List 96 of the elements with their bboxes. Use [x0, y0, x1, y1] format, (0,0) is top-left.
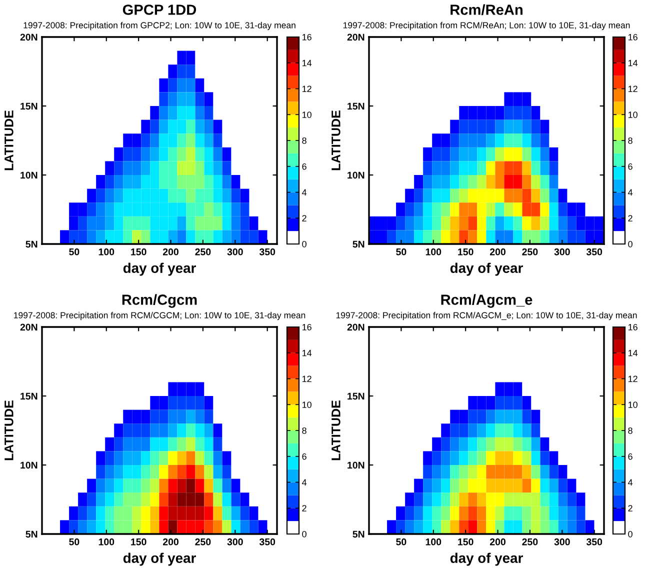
y-axis-title: LATITUDE [332, 110, 340, 170]
x-tick-label: 50 [69, 538, 80, 546]
color-bar-label: 14 [302, 60, 312, 66]
color-bar-label: 2 [628, 505, 632, 512]
color-bar-label: 8 [302, 427, 306, 434]
color-bar-label: 8 [628, 427, 632, 434]
color-bar-label: 2 [302, 505, 306, 512]
x-tick-label: 250 [522, 248, 538, 256]
x-tick-label: 300 [227, 538, 243, 546]
x-tick-label: 100 [98, 538, 114, 546]
y-tick-label: 20N [347, 324, 364, 331]
x-tick-label: 150 [131, 538, 146, 546]
color-bar-label: 12 [628, 376, 638, 382]
color-bar-label: 14 [302, 350, 312, 356]
color-bar-label: 10 [628, 402, 638, 408]
color-bar-label: 4 [628, 189, 633, 196]
color-bar-label: 6 [628, 163, 632, 170]
y-tick-label: 5N [26, 240, 38, 248]
x-axis-title: day of year [123, 552, 196, 566]
color-bar-label: 2 [628, 215, 632, 222]
chart-subtitle: 1997-2008: Precipitation from RCM/AGCM_e; Lon: 10W to 10E, 31-day mean [336, 312, 637, 320]
color-bar-label: 8 [302, 137, 306, 144]
x-tick-label: 150 [458, 538, 474, 546]
color-bar-label: 0 [628, 240, 632, 248]
chart-title: Rcm/Cgcm [122, 294, 197, 308]
color-bar-label: 16 [628, 324, 638, 330]
x-tick-label: 300 [554, 248, 570, 256]
x-axis-title: day of year [123, 262, 196, 276]
color-bar-label: 10 [302, 112, 312, 118]
y-tick-label: 20N [347, 34, 364, 41]
color-bar-label: 0 [302, 240, 306, 248]
x-tick-label: 50 [396, 248, 406, 256]
x-tick-label: 200 [162, 538, 178, 546]
color-bar-label: 4 [628, 479, 633, 486]
chart-title: GPCP 1DD [122, 4, 196, 15]
x-tick-label: 350 [259, 538, 276, 546]
color-bar-label: 12 [302, 376, 312, 382]
color-bar-label: 16 [628, 34, 638, 40]
chart-title: Rcm/ReAn [450, 4, 522, 16]
color-bar-label: 0 [302, 530, 306, 538]
y-tick-label: 5N [26, 530, 38, 538]
y-tick-label: 10N [348, 462, 364, 469]
chart-subtitle: 1997-2008: Precipitation from GPCP2; Lon: 10W to 10E, 31-day mean [24, 22, 296, 30]
color-bar-label: 6 [628, 453, 632, 460]
y-tick-label: 10N [20, 462, 38, 469]
x-tick-label: 200 [162, 248, 178, 256]
color-bar-label: 14 [628, 60, 638, 66]
color-bar-label: 12 [628, 86, 638, 92]
x-tick-label: 100 [98, 248, 114, 256]
color-bar-label: 10 [628, 112, 638, 118]
color-bar-label: 14 [628, 350, 638, 356]
x-tick-label: 150 [458, 248, 474, 256]
color-bar-label: 4 [302, 479, 307, 486]
color-bar-label: 12 [302, 86, 312, 92]
color-bar-label: 8 [628, 137, 632, 144]
x-tick-label: 50 [69, 248, 80, 256]
x-axis-title: day of year [450, 262, 523, 276]
x-tick-label: 200 [490, 538, 506, 546]
chart-subtitle: 1997-2008: Precipitation from RCM/CGCM; Lon: 10W to 10E, 31-day mean [14, 312, 306, 320]
x-tick-label: 250 [522, 538, 538, 546]
x-tick-label: 350 [259, 248, 276, 256]
chart-subtitle: 1997-2008: Precipitation from RCM/ReAn; Lon: 10W to 10E, 31-day mean [343, 22, 630, 30]
color-bar-label: 0 [628, 530, 632, 538]
y-axis-title: LATITUDE [4, 400, 14, 460]
x-tick-label: 300 [227, 248, 243, 256]
y-axis-title: LATITUDE [332, 400, 340, 460]
color-bar-label: 16 [302, 34, 312, 40]
x-tick-label: 200 [490, 248, 506, 256]
x-tick-label: 100 [426, 538, 442, 546]
x-tick-label: 350 [586, 538, 602, 546]
y-tick-label: 15N [348, 102, 364, 110]
x-tick-label: 150 [131, 248, 146, 256]
y-axis-title: LATITUDE [4, 110, 14, 170]
color-bar-label: 4 [302, 189, 307, 196]
color-bar-label: 2 [302, 215, 306, 222]
y-tick-label: 10N [348, 172, 364, 179]
color-bar-label: 16 [302, 324, 312, 330]
x-axis-title: day of year [450, 552, 523, 566]
y-tick-label: 20N [20, 324, 38, 331]
x-tick-label: 100 [426, 248, 442, 256]
x-tick-label: 250 [195, 248, 211, 256]
y-tick-label: 15N [20, 392, 38, 400]
y-tick-label: 5N [352, 530, 364, 538]
x-tick-label: 300 [554, 538, 570, 546]
chart-title: Rcm/Agcm_e [441, 294, 532, 308]
y-tick-label: 20N [20, 34, 38, 41]
y-tick-label: 5N [352, 240, 364, 248]
color-bar-label: 6 [302, 163, 306, 170]
y-tick-label: 10N [20, 172, 38, 179]
y-tick-label: 15N [20, 102, 38, 110]
y-tick-label: 15N [348, 392, 364, 400]
color-bar-label: 10 [302, 402, 312, 408]
x-tick-label: 50 [396, 538, 406, 546]
x-tick-label: 250 [195, 538, 211, 546]
x-tick-label: 350 [586, 248, 602, 256]
color-bar-label: 6 [302, 453, 306, 460]
